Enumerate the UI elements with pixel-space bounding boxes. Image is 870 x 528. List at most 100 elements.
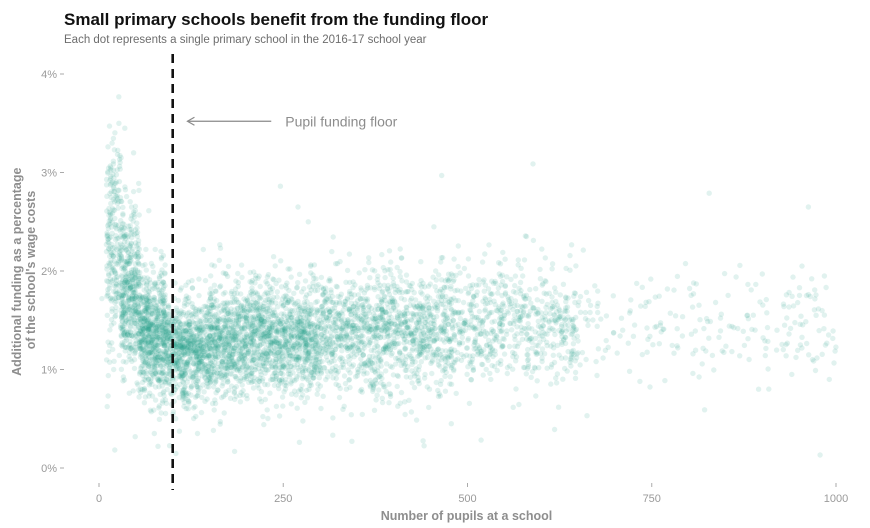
school-point xyxy=(135,279,142,285)
school-point xyxy=(424,384,430,390)
school-point xyxy=(534,378,540,384)
school-point xyxy=(149,322,156,328)
school-point xyxy=(262,338,268,344)
school-point xyxy=(126,390,132,396)
school-point xyxy=(140,362,146,369)
school-point xyxy=(139,276,146,282)
school-point xyxy=(389,299,395,305)
school-point xyxy=(127,306,133,313)
school-point xyxy=(160,293,167,299)
school-point xyxy=(304,319,311,325)
school-point xyxy=(131,305,138,311)
school-point xyxy=(140,358,146,364)
school-point xyxy=(143,296,149,302)
school-point xyxy=(106,221,112,227)
school-point xyxy=(134,268,141,274)
school-point xyxy=(254,343,261,350)
school-point xyxy=(128,284,134,290)
school-point xyxy=(135,336,141,342)
school-point xyxy=(176,324,183,330)
school-point xyxy=(125,344,132,350)
school-point xyxy=(157,295,164,302)
school-point xyxy=(159,323,165,329)
school-point xyxy=(306,386,312,392)
school-point xyxy=(374,276,381,283)
school-point xyxy=(107,182,114,188)
school-point xyxy=(121,377,128,383)
school-point xyxy=(152,365,158,372)
school-point xyxy=(112,193,119,199)
school-point xyxy=(377,282,383,288)
school-point xyxy=(104,266,110,272)
school-point xyxy=(118,247,124,253)
school-point xyxy=(142,365,148,372)
school-point xyxy=(214,328,220,334)
school-point xyxy=(111,185,117,191)
school-point xyxy=(124,279,130,285)
school-point xyxy=(347,370,353,376)
school-point xyxy=(366,255,372,261)
school-point xyxy=(314,298,320,305)
school-point xyxy=(146,208,152,214)
school-point xyxy=(113,280,119,287)
school-point xyxy=(236,365,242,372)
school-point xyxy=(127,293,133,299)
school-point xyxy=(153,342,159,348)
school-point xyxy=(108,260,114,266)
school-point xyxy=(209,262,215,268)
school-point xyxy=(154,334,160,340)
school-point xyxy=(129,288,136,294)
school-point xyxy=(379,251,385,258)
school-point xyxy=(161,284,167,290)
school-point xyxy=(129,345,135,351)
school-point xyxy=(169,317,175,324)
school-point xyxy=(140,334,146,340)
school-point xyxy=(108,234,114,240)
school-point xyxy=(440,337,446,343)
school-point xyxy=(237,304,244,310)
school-point xyxy=(335,315,342,322)
school-point xyxy=(126,306,132,312)
school-point xyxy=(275,329,282,335)
school-point xyxy=(131,316,137,322)
school-point xyxy=(148,370,154,377)
school-point xyxy=(104,403,110,410)
school-point xyxy=(104,312,111,318)
school-point xyxy=(152,370,158,376)
school-point xyxy=(388,314,394,321)
school-point xyxy=(122,187,129,193)
school-point xyxy=(381,324,388,330)
school-point xyxy=(133,294,139,300)
school-point xyxy=(110,135,117,142)
school-point xyxy=(303,341,309,347)
school-point xyxy=(130,315,137,321)
school-point xyxy=(151,295,158,301)
school-point xyxy=(367,275,373,281)
school-point xyxy=(149,328,155,335)
school-point xyxy=(130,280,136,286)
school-point xyxy=(143,267,149,273)
school-point xyxy=(129,279,136,285)
school-point xyxy=(133,338,139,344)
school-point xyxy=(132,271,138,278)
school-point xyxy=(302,278,309,284)
school-point xyxy=(139,386,145,393)
school-point xyxy=(127,254,134,261)
school-point xyxy=(156,347,162,354)
school-point xyxy=(107,190,113,197)
school-point xyxy=(151,407,157,413)
school-point xyxy=(197,336,204,342)
school-point xyxy=(105,236,111,242)
school-point xyxy=(141,336,148,343)
school-point xyxy=(208,273,214,279)
school-point xyxy=(147,349,154,356)
school-point xyxy=(361,311,368,317)
school-point xyxy=(118,325,124,332)
school-point xyxy=(388,259,394,265)
school-point xyxy=(126,296,132,302)
school-point xyxy=(122,278,129,284)
school-point xyxy=(366,340,373,346)
school-point xyxy=(159,291,165,297)
school-point xyxy=(124,345,130,351)
school-point xyxy=(117,195,124,201)
